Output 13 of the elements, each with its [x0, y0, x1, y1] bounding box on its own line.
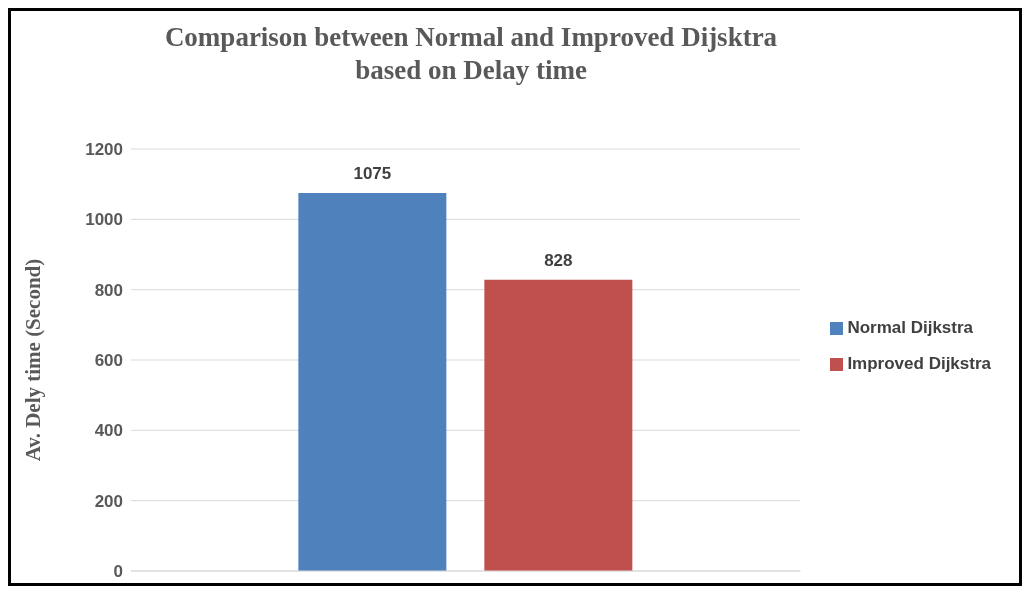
y-axis-title: Av. Dely time (Second)	[21, 258, 46, 462]
data-label: 828	[544, 250, 573, 270]
y-tick-label: 400	[94, 421, 123, 441]
chart-title: Comparison between Normal and Improved Dijsktra based on Delay time	[163, 21, 779, 87]
legend-label: Improved Dijkstra	[847, 354, 991, 373]
y-tick-label: 600	[94, 351, 123, 371]
y-tick-label: 200	[94, 491, 123, 511]
y-tick-label: 800	[94, 280, 123, 300]
y-tick-label: 1000	[85, 210, 123, 230]
y-tick-label: 0	[113, 562, 123, 582]
legend-label: Normal Dijkstra	[847, 318, 974, 337]
data-label: 1075	[353, 163, 392, 183]
y-tick-label: 1200	[85, 140, 123, 160]
